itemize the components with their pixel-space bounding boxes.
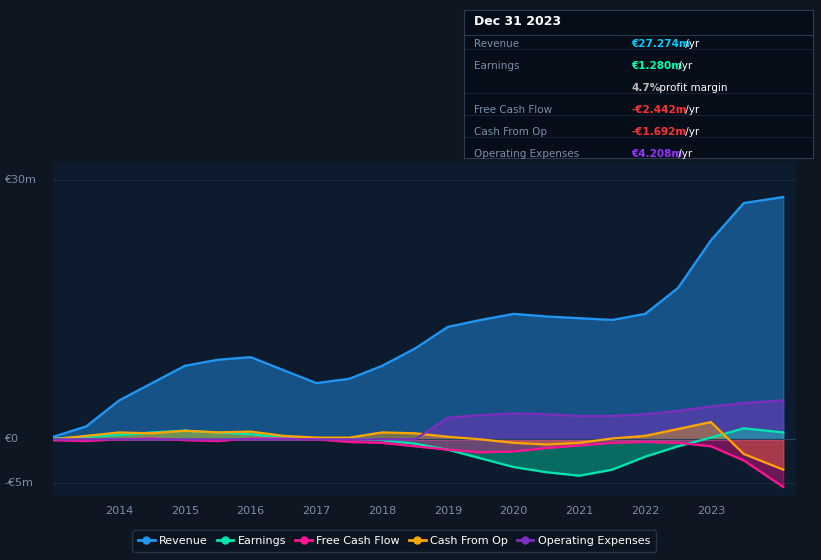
- Text: Dec 31 2023: Dec 31 2023: [475, 16, 562, 29]
- Text: /yr: /yr: [681, 105, 699, 115]
- Text: €1.280m: €1.280m: [631, 61, 682, 71]
- Text: /yr: /yr: [681, 127, 699, 137]
- Text: €27.274m: €27.274m: [631, 39, 690, 49]
- Text: Earnings: Earnings: [475, 61, 520, 71]
- Text: Free Cash Flow: Free Cash Flow: [475, 105, 553, 115]
- Text: €0: €0: [4, 435, 18, 444]
- Text: Cash From Op: Cash From Op: [475, 127, 548, 137]
- Text: 4.7%: 4.7%: [631, 83, 661, 93]
- Text: profit margin: profit margin: [657, 83, 728, 93]
- Text: Operating Expenses: Operating Expenses: [475, 149, 580, 159]
- Text: -€2.442m: -€2.442m: [631, 105, 687, 115]
- Text: -€5m: -€5m: [4, 478, 33, 488]
- Text: €4.208m: €4.208m: [631, 149, 682, 159]
- Text: Revenue: Revenue: [475, 39, 520, 49]
- Text: /yr: /yr: [676, 149, 693, 159]
- Text: €30m: €30m: [4, 175, 36, 185]
- Text: /yr: /yr: [681, 39, 699, 49]
- Text: -€1.692m: -€1.692m: [631, 127, 686, 137]
- Legend: Revenue, Earnings, Free Cash Flow, Cash From Op, Operating Expenses: Revenue, Earnings, Free Cash Flow, Cash …: [132, 530, 656, 552]
- Text: /yr: /yr: [676, 61, 693, 71]
